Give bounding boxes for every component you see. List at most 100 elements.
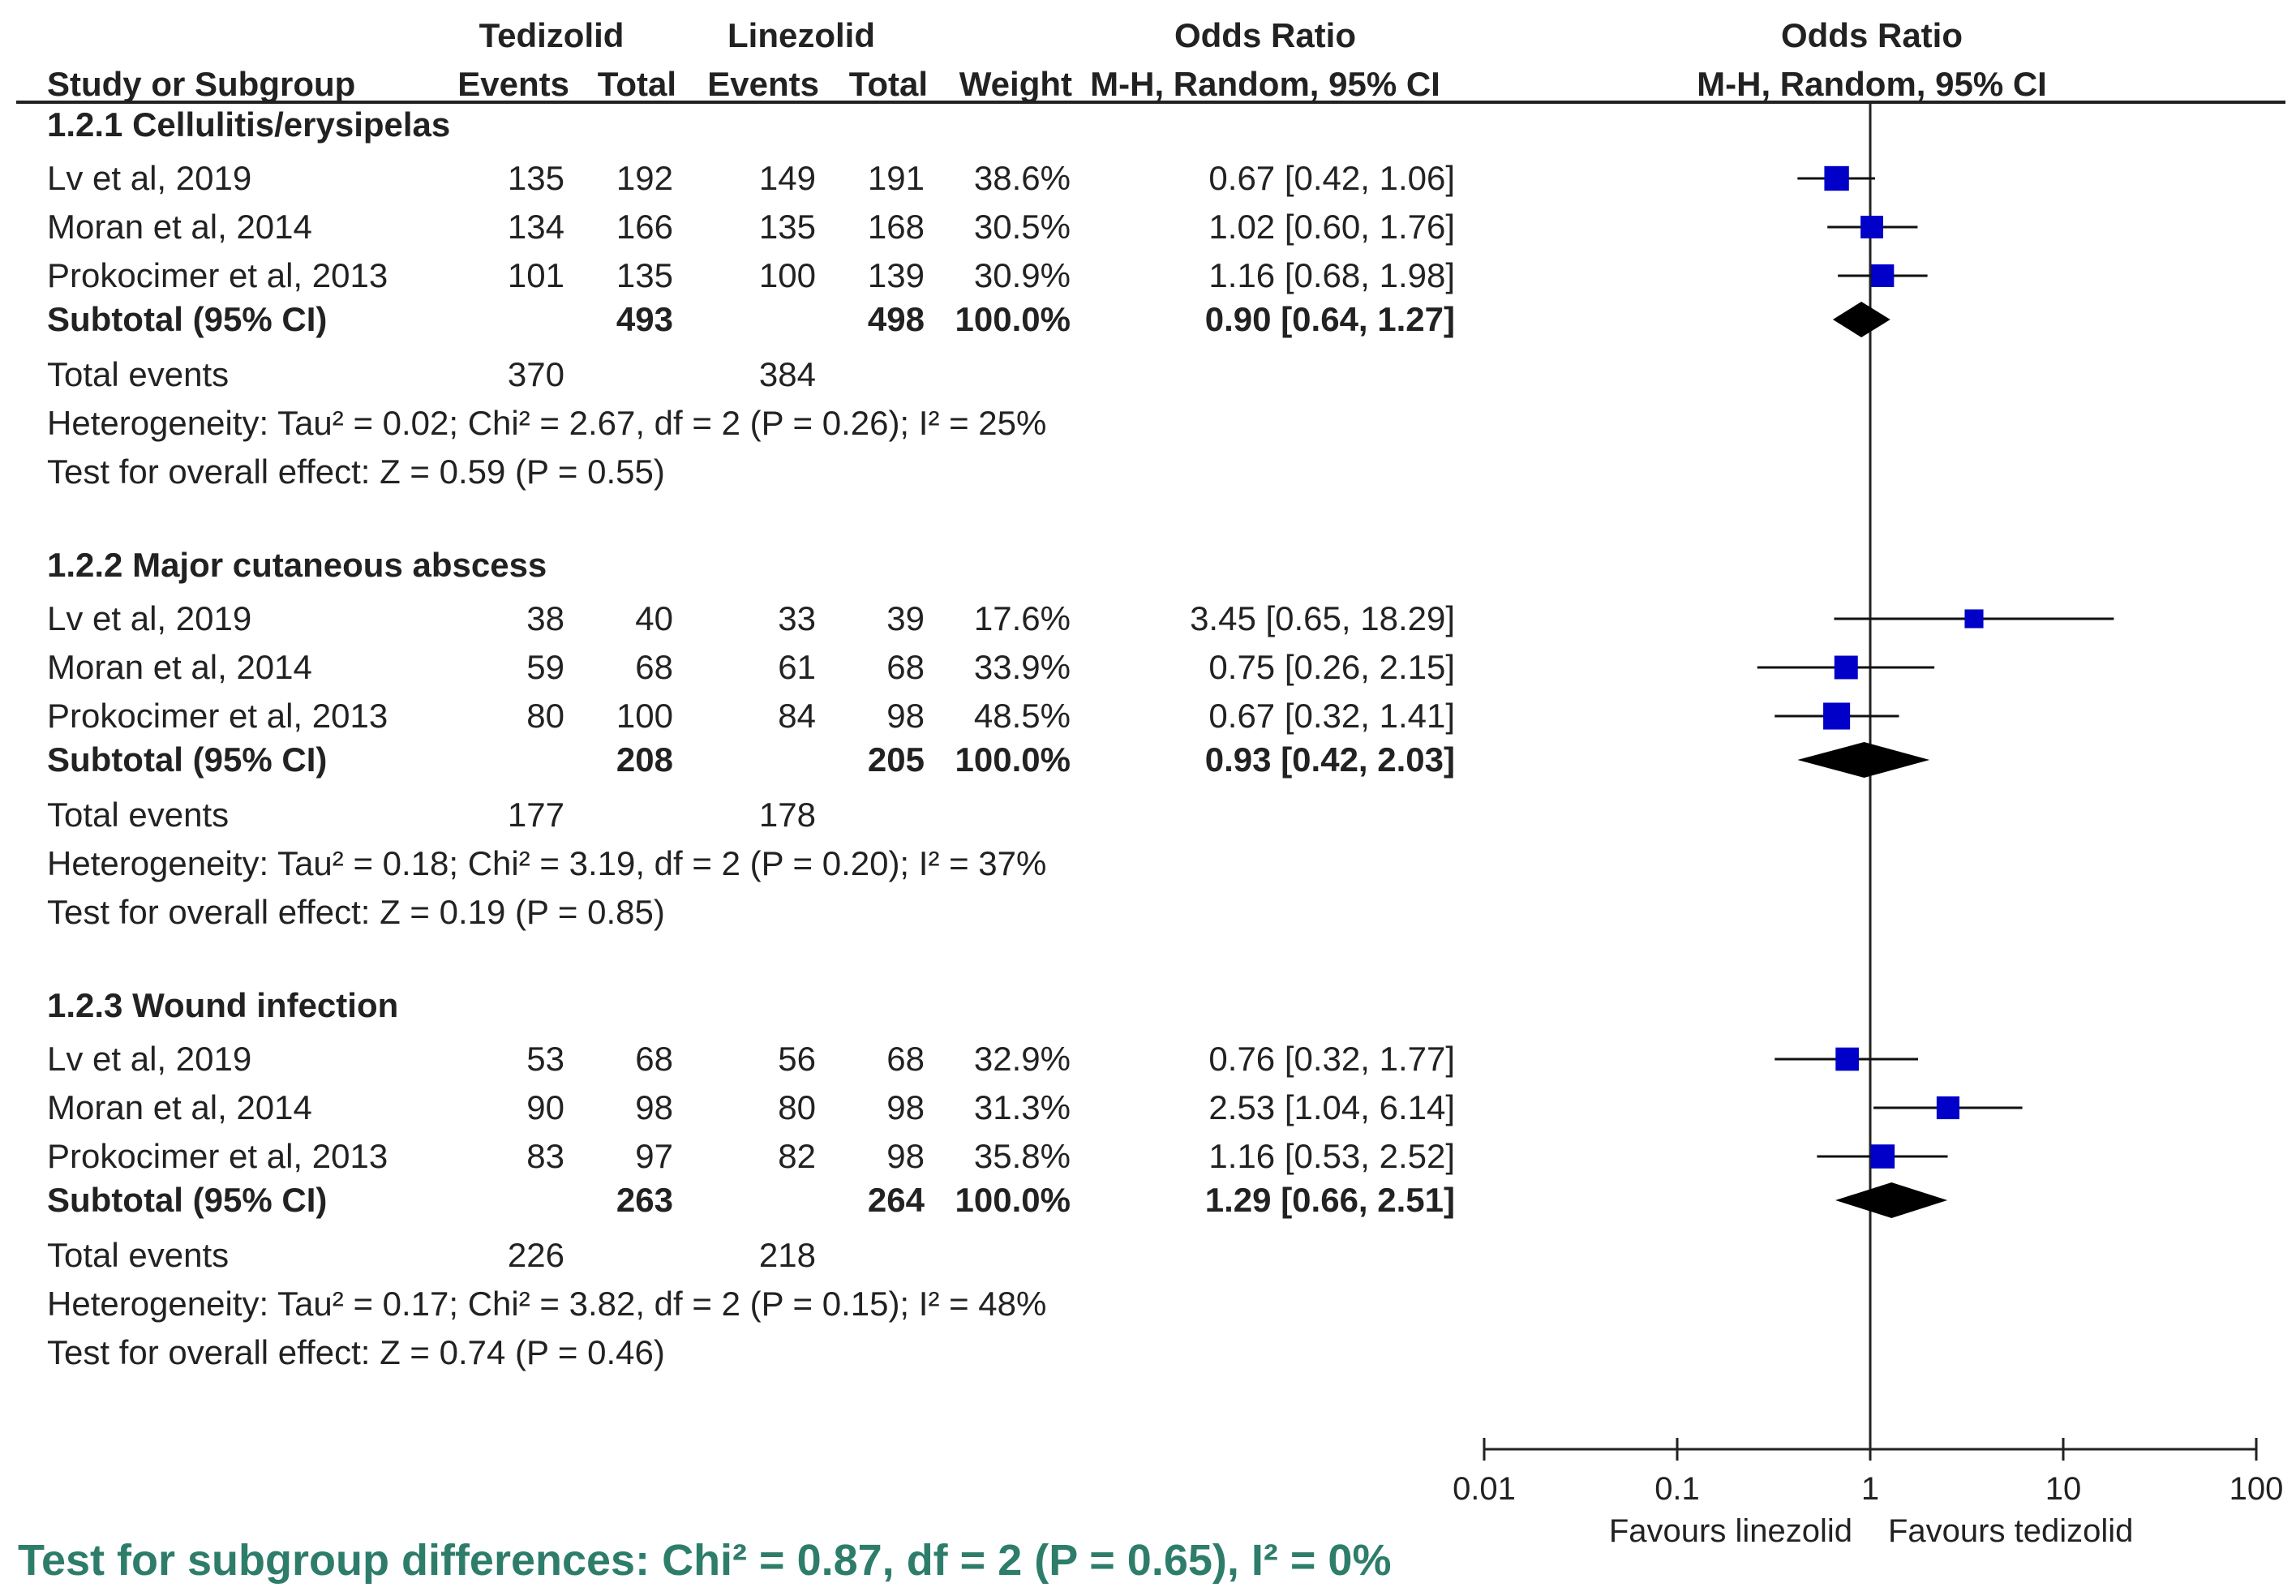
events-tedizolid: 135 [508, 159, 564, 197]
events-linezolid: 33 [778, 599, 816, 637]
study-name: Prokocimer et al, 2013 [47, 697, 388, 735]
events-linezolid: 84 [778, 697, 816, 735]
total-tedizolid: 192 [616, 159, 673, 197]
events-linezolid: 80 [778, 1088, 816, 1126]
plot-area: 0.01 0.1 1 10 100 Favours linezolid Favours te… [1453, 102, 2283, 1549]
study-marker [1870, 1144, 1895, 1169]
total-events-tedizolid: 370 [508, 355, 564, 393]
table-rows: 1.2.1 Cellulitis/erysipelas Lv et al, 201… [47, 105, 1455, 1371]
total-linezolid: 168 [868, 208, 925, 246]
events-linezolid: 149 [759, 159, 816, 197]
study-weight: 38.6% [974, 159, 1071, 197]
study-marker [1871, 264, 1895, 288]
total-linezolid: 98 [886, 1088, 925, 1126]
study-marker [1823, 702, 1851, 730]
study-weight: 35.8% [974, 1137, 1071, 1175]
study-odds-ratio: 0.76 [0.32, 1.77] [1208, 1040, 1455, 1078]
subgroup-title: 1.2.1 Cellulitis/erysipelas [47, 105, 450, 144]
study-odds-ratio: 1.16 [0.68, 1.98] [1208, 256, 1455, 294]
header-linezolid: Linezolid [727, 16, 875, 54]
overall-effect-text: Test for overall effect: Z = 0.59 (P = 0… [47, 453, 665, 491]
header-total-linezolid: Total [849, 65, 928, 103]
subtotal-weight: 100.0% [955, 300, 1071, 338]
events-linezolid: 100 [759, 256, 816, 294]
header-plot-method: M-H, Random, 95% CI [1697, 65, 2047, 103]
total-events-label: Total events [47, 796, 229, 834]
study-odds-ratio: 1.02 [0.60, 1.76] [1208, 208, 1455, 246]
overall-effect-text: Test for overall effect: Z = 0.74 (P = 0… [47, 1333, 665, 1371]
study-name: Moran et al, 2014 [47, 648, 312, 686]
study-marker [1860, 216, 1883, 238]
events-linezolid: 61 [778, 648, 816, 686]
favours-right-label: Favours tedizolid [1888, 1513, 2133, 1549]
study-odds-ratio: 0.75 [0.26, 2.15] [1208, 648, 1455, 686]
study-odds-ratio: 0.67 [0.42, 1.06] [1208, 159, 1455, 197]
events-tedizolid: 90 [526, 1088, 564, 1126]
events-linezolid: 82 [778, 1137, 816, 1175]
total-events-linezolid: 218 [759, 1236, 816, 1274]
events-tedizolid: 80 [526, 697, 564, 735]
total-linezolid: 98 [886, 697, 925, 735]
study-marker [1835, 1047, 1859, 1071]
favours-left-label: Favours linezolid [1609, 1513, 1852, 1549]
events-tedizolid: 134 [508, 208, 564, 246]
heterogeneity-text: Heterogeneity: Tau² = 0.17; Chi² = 3.82,… [47, 1285, 1046, 1323]
total-tedizolid: 40 [635, 599, 673, 637]
study-marker [1824, 165, 1849, 191]
study-name: Prokocimer et al, 2013 [47, 1137, 388, 1175]
header-weight: Weight [959, 65, 1072, 103]
heterogeneity-text: Heterogeneity: Tau² = 0.02; Chi² = 2.67,… [47, 404, 1046, 442]
study-weight: 48.5% [974, 697, 1071, 735]
overall-effect-text: Test for overall effect: Z = 0.19 (P = 0… [47, 893, 665, 931]
events-tedizolid: 101 [508, 256, 564, 294]
subtotal-total-linezolid: 498 [868, 300, 925, 338]
subtotal-diamond [1835, 1182, 1948, 1218]
study-odds-ratio: 0.67 [0.32, 1.41] [1208, 697, 1455, 735]
subgroup-title: 1.2.3 Wound infection [47, 986, 398, 1024]
x-tick-label: 0.01 [1453, 1471, 1516, 1507]
header-or-method: M-H, Random, 95% CI [1090, 65, 1440, 103]
subtotal-total-tedizolid: 208 [616, 740, 673, 779]
study-name: Lv et al, 2019 [47, 599, 251, 637]
header-odds-ratio-plot: Odds Ratio [1781, 16, 1963, 54]
study-odds-ratio: 1.16 [0.53, 2.52] [1208, 1137, 1455, 1175]
study-weight: 17.6% [974, 599, 1071, 637]
total-linezolid: 68 [886, 648, 925, 686]
total-tedizolid: 68 [635, 648, 673, 686]
total-tedizolid: 166 [616, 208, 673, 246]
study-marker [1834, 655, 1858, 680]
total-events-label: Total events [47, 355, 229, 393]
study-odds-ratio: 2.53 [1.04, 6.14] [1208, 1088, 1455, 1126]
study-name: Lv et al, 2019 [47, 159, 251, 197]
total-linezolid: 39 [886, 599, 925, 637]
total-linezolid: 191 [868, 159, 925, 197]
header-events-linezolid: Events [707, 65, 819, 103]
subtotal-diamond [1832, 302, 1890, 337]
x-tick-label: 0.1 [1654, 1471, 1700, 1507]
header-odds-ratio-table: Odds Ratio [1174, 16, 1356, 54]
total-events-label: Total events [47, 1236, 229, 1274]
x-tick-label: 10 [2045, 1471, 2082, 1507]
header-study: Study or Subgroup [47, 65, 355, 103]
events-tedizolid: 59 [526, 648, 564, 686]
study-weight: 30.9% [974, 256, 1071, 294]
total-events-linezolid: 384 [759, 355, 816, 393]
x-tick-label: 100 [2229, 1471, 2284, 1507]
subtotal-weight: 100.0% [955, 1181, 1071, 1219]
study-odds-ratio: 3.45 [0.65, 18.29] [1190, 599, 1455, 637]
subtotal-odds-ratio: 1.29 [0.66, 2.51] [1205, 1181, 1455, 1219]
total-tedizolid: 98 [635, 1088, 673, 1126]
events-tedizolid: 83 [526, 1137, 564, 1175]
total-tedizolid: 100 [616, 697, 673, 735]
total-events-tedizolid: 177 [508, 796, 564, 834]
events-linezolid: 56 [778, 1040, 816, 1078]
study-marker [1964, 609, 1984, 629]
study-name: Moran et al, 2014 [47, 208, 312, 246]
study-weight: 30.5% [974, 208, 1071, 246]
study-weight: 32.9% [974, 1040, 1071, 1078]
total-events-tedizolid: 226 [508, 1236, 564, 1274]
subtotal-odds-ratio: 0.93 [0.42, 2.03] [1205, 740, 1455, 779]
header-total-tedizolid: Total [598, 65, 676, 103]
study-weight: 31.3% [974, 1088, 1071, 1126]
